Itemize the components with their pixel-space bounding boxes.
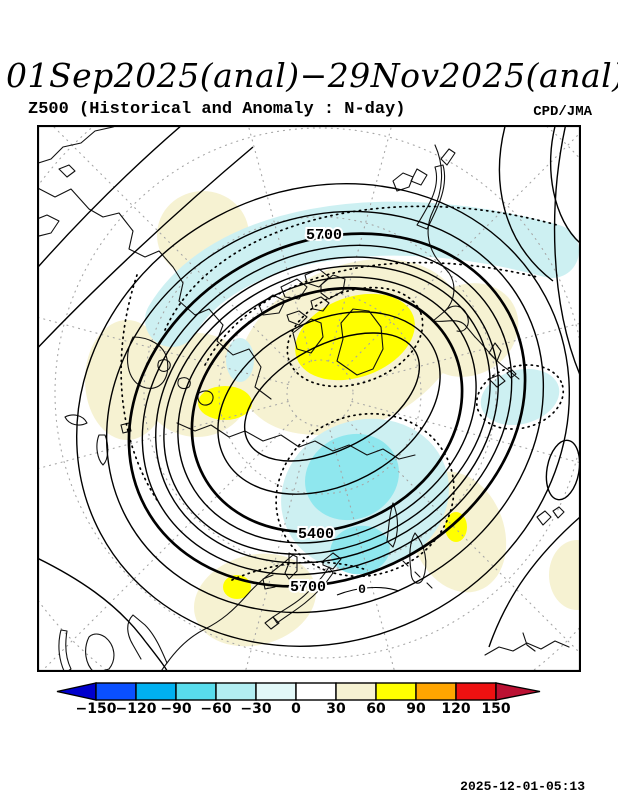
positive-anomaly-30-blob [193, 553, 317, 647]
cb-tick: 30 [326, 701, 346, 717]
cb-arrow-right [495, 682, 541, 701]
closed-high-contour [545, 439, 581, 501]
chart-subtitle: Z500 (Historical and Anomaly : N-day) [28, 100, 406, 119]
cb-seg [95, 682, 137, 701]
generation-timestamp: 2025-12-01-05:13 [460, 779, 585, 794]
cb-seg [375, 682, 417, 701]
cb-tick: 120 [441, 701, 471, 717]
contour-5400 [190, 286, 464, 534]
agency-label: CPD/JMA [533, 104, 592, 120]
positive-anomaly-30-blob [549, 540, 581, 610]
cb-seg [255, 682, 297, 701]
graticule [37, 125, 581, 672]
contour-label-5400: 5400 [298, 526, 334, 543]
cb-seg [335, 682, 377, 701]
cb-arrow-left [56, 682, 97, 701]
cb-tick: 150 [481, 701, 511, 717]
cb-tick: 60 [366, 701, 386, 717]
cb-tick: −60 [200, 701, 232, 717]
positive-anomaly-30-blob [85, 320, 169, 440]
anomaly-contours-dotted [120, 205, 565, 581]
cb-tick: 0 [291, 701, 301, 717]
positive-anomaly-30-blob [417, 283, 519, 377]
negative-anomaly-band [145, 201, 579, 347]
cb-seg [455, 682, 497, 701]
map-frame [36, 124, 582, 673]
cb-tick: −30 [240, 701, 272, 717]
coast-greenland [336, 308, 384, 376]
positive-anomaly-60-core [445, 512, 467, 542]
cb-seg [135, 682, 177, 701]
cb-seg [215, 682, 257, 701]
height-contours [37, 125, 581, 672]
anomaly-colorbar-svg [56, 682, 541, 701]
cb-seg [415, 682, 457, 701]
coast-north-america [37, 186, 272, 400]
coast-scandinavia [427, 144, 476, 338]
positive-anomaly-60-core [295, 293, 415, 381]
coastlines [37, 125, 570, 672]
page-title: 01Sep2025(anal)−29Nov2025(anal) [6, 56, 618, 95]
coast-japan [272, 566, 334, 624]
positive-anomaly-60-core [198, 386, 252, 420]
contour-5700 [127, 232, 527, 588]
z500-map: 5700 5400 5700 0 [36, 124, 582, 673]
anomaly-colorbar [0, 680, 618, 704]
negative-anomaly-blob [480, 368, 560, 426]
cb-tick: −120 [115, 701, 157, 717]
coast-hudson-bay [127, 336, 169, 389]
cb-tick: −90 [160, 701, 192, 717]
contour-label-5700-top: 5700 [306, 227, 342, 244]
contour-label-5700-bottom: 5700 [290, 579, 326, 596]
cb-seg [295, 682, 337, 701]
coast-alaska [37, 125, 119, 164]
z500-map-canvas: 5700 5400 5700 0 [36, 124, 582, 673]
anomaly-shading [85, 191, 581, 647]
cb-tick: −150 [75, 701, 117, 717]
anomaly-label-zero: 0 [358, 582, 366, 597]
cb-seg [175, 682, 217, 701]
coast-siberia [176, 422, 416, 460]
coast-mediterranean [484, 632, 570, 656]
cb-tick: 90 [406, 701, 426, 717]
negative-anomaly-blob [226, 338, 254, 382]
